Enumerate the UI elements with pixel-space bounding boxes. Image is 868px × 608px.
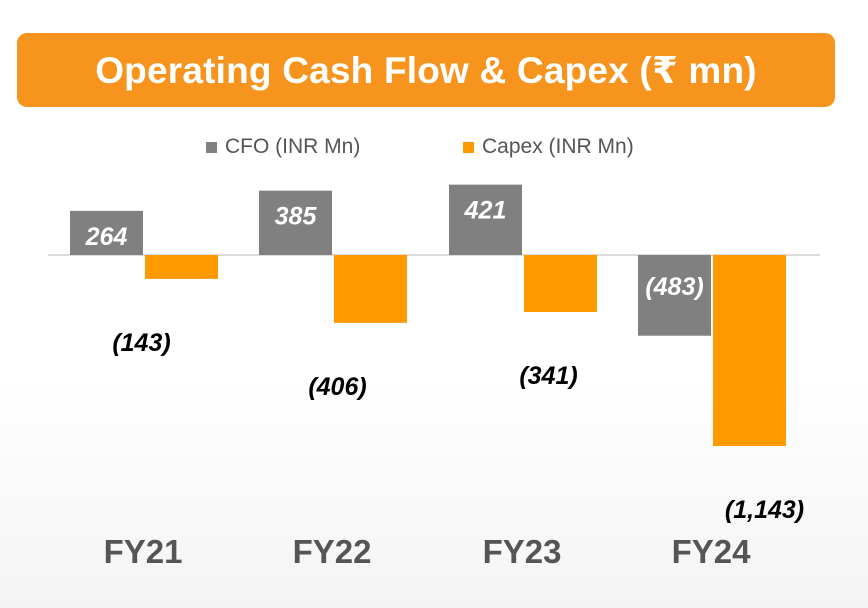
bar-cfo-fy21 — [70, 210, 143, 255]
data-label-cfo-fy24: (483) — [645, 273, 703, 301]
bar-cfo-fy24 — [638, 255, 711, 336]
bar-capex-fy23 — [524, 255, 597, 312]
legend-swatch-capex-icon — [463, 141, 474, 153]
tick-label-fy23: FY23 — [483, 533, 562, 570]
chart-title-bar: Operating Cash Flow & Capex (₹ mn) — [17, 33, 835, 107]
legend-swatch-cfo-icon — [206, 141, 217, 153]
data-label-cfo-fy21: 264 — [85, 223, 128, 251]
bar-cfo-fy22 — [259, 190, 332, 255]
bar-capex-fy21 — [145, 255, 218, 279]
data-label-capex-fy23: (341) — [519, 362, 577, 390]
legend-item-capex: Capex (INR Mn) — [463, 130, 634, 164]
tick-label-fy21: FY21 — [104, 533, 183, 570]
legend-item-cfo: CFO (INR Mn) — [206, 130, 360, 164]
data-label-cfo-fy23: 421 — [464, 197, 507, 225]
data-label-capex-fy21: (143) — [112, 329, 170, 357]
bar-cfo-fy23 — [449, 184, 522, 255]
data-label-capex-fy22: (406) — [308, 373, 366, 401]
chart-legend: CFO (INR Mn) Capex (INR Mn) — [0, 130, 868, 164]
data-label-cfo-fy22: 385 — [275, 203, 318, 231]
bar-capex-fy22 — [334, 255, 407, 323]
legend-label-cfo: CFO (INR Mn) — [225, 135, 361, 158]
tick-label-fy24: FY24 — [672, 533, 752, 570]
bar-capex-fy24 — [713, 255, 786, 446]
tick-label-fy22: FY22 — [293, 533, 372, 570]
chart-title: Operating Cash Flow & Capex (₹ mn) — [95, 49, 757, 91]
legend-label-capex: Capex (INR Mn) — [482, 135, 634, 158]
data-label-capex-fy24: (1,143) — [725, 496, 804, 524]
